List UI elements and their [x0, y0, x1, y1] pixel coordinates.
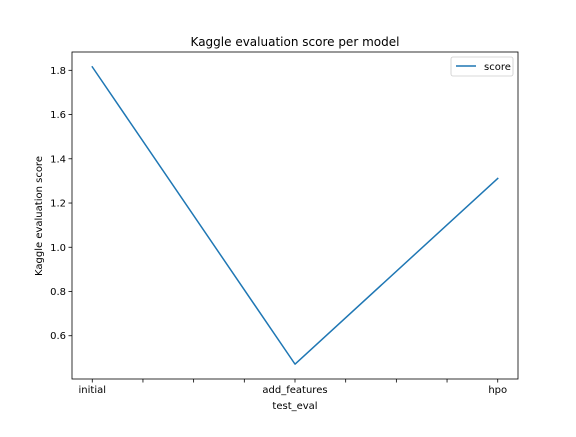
x-tick-label: initial: [79, 385, 107, 396]
plot-frame: [72, 52, 518, 379]
chart-title: Kaggle evaluation score per model: [191, 35, 400, 49]
y-tick-label: 1.2: [50, 199, 66, 210]
y-tick-label: 1.6: [50, 110, 66, 121]
legend-label: score: [484, 62, 511, 73]
series-layer: [92, 67, 497, 364]
x-tick-label: add_features: [262, 385, 327, 396]
x-axis-title: test_eval: [272, 401, 317, 412]
x-tick-label: hpo: [488, 385, 507, 396]
y-tick-label: 0.6: [50, 331, 66, 342]
y-tick-label: 1.8: [50, 66, 66, 77]
y-tick-label: 1.0: [50, 243, 66, 254]
legend: score: [451, 57, 513, 76]
y-tick-label: 1.4: [50, 154, 66, 165]
series-line-score: [92, 67, 497, 364]
x-axis-ticks: initial add_features hpo: [79, 379, 508, 396]
y-axis-ticks: 0.6 0.8 1.0 1.2 1.4 1.6 1.8: [50, 66, 72, 342]
y-tick-label: 0.8: [50, 287, 66, 298]
y-axis-title: Kaggle evaluation score: [34, 156, 45, 276]
